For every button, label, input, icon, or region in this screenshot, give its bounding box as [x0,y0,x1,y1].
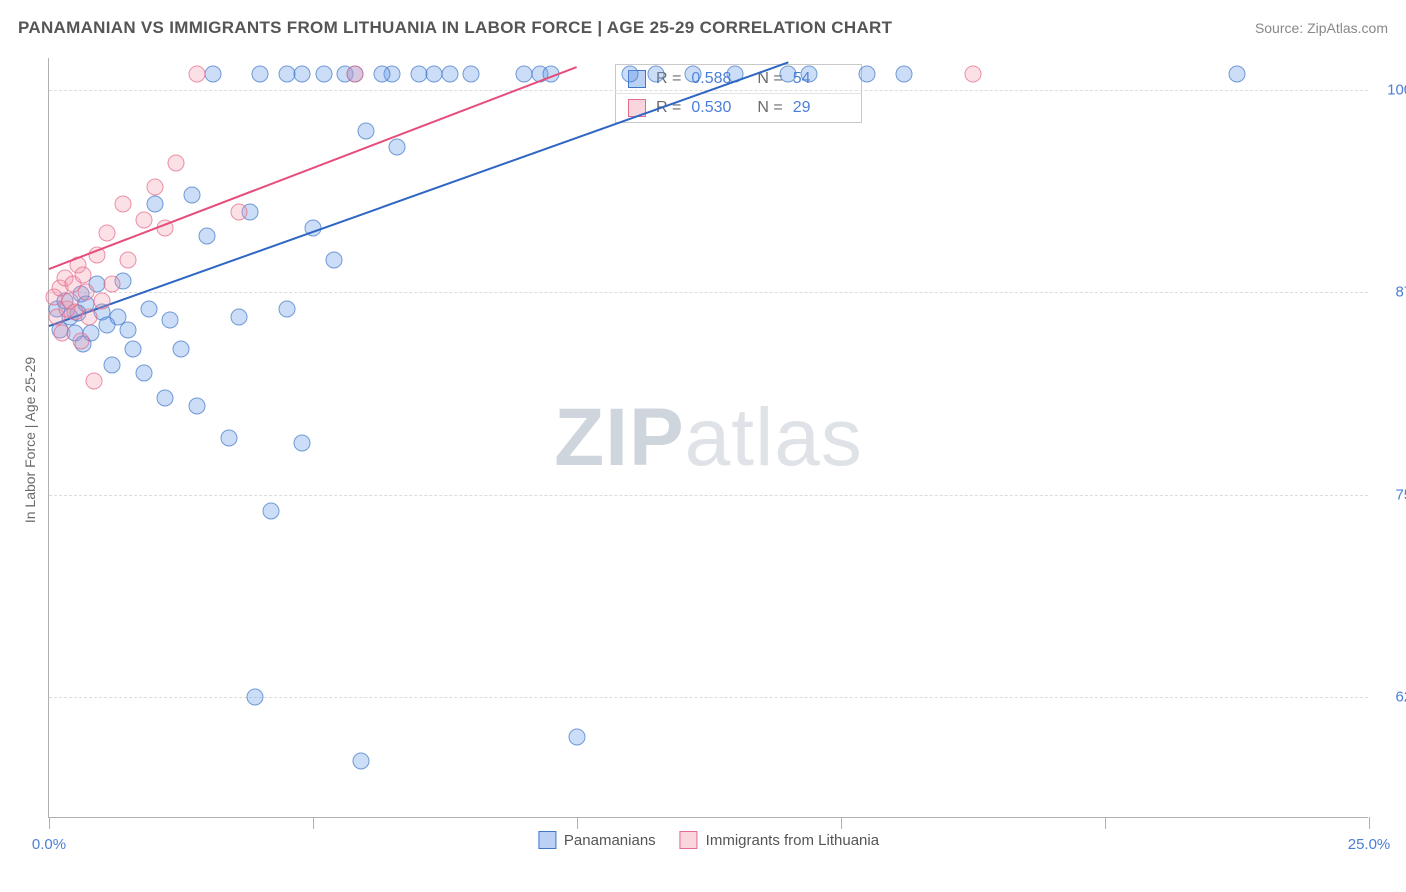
point-lithuania [85,373,102,390]
point-panamanian [231,308,248,325]
point-panamanian [294,434,311,451]
x-tick [577,817,578,829]
point-panamanian [389,138,406,155]
x-tick [49,817,50,829]
point-lithuania [136,211,153,228]
y-tick-label: 87.5% [1378,284,1406,301]
point-panamanian [426,66,443,83]
point-panamanian [463,66,480,83]
point-panamanian [157,389,174,406]
point-panamanian [141,300,158,317]
point-panamanian [315,66,332,83]
x-tick [313,817,314,829]
point-panamanian [199,227,216,244]
point-panamanian [162,311,179,328]
point-lithuania [188,66,205,83]
point-panamanian [859,66,876,83]
swatch-pink [680,831,698,849]
legend-label: Panamanians [564,832,656,849]
point-panamanian [120,321,137,338]
r-value: 0.530 [691,99,747,117]
n-value: 29 [793,99,849,117]
point-panamanian [896,66,913,83]
point-lithuania [120,252,137,269]
x-tick [841,817,842,829]
point-panamanian [621,66,638,83]
point-lithuania [167,155,184,172]
point-panamanian [104,357,121,374]
point-panamanian [373,66,390,83]
chart-title: PANAMANIAN VS IMMIGRANTS FROM LITHUANIA … [18,18,892,38]
point-panamanian [780,66,797,83]
point-panamanian [252,66,269,83]
point-lithuania [114,195,131,212]
source-attribution: Source: ZipAtlas.com [1255,20,1388,36]
point-lithuania [75,266,92,283]
point-panamanian [569,729,586,746]
point-panamanian [516,66,533,83]
y-axis-title: In Labor Force | Age 25-29 [22,357,38,523]
point-panamanian [357,122,374,139]
point-panamanian [220,430,237,447]
point-panamanian [188,397,205,414]
point-lithuania [231,203,248,220]
legend: Panamanians Immigrants from Lithuania [538,831,879,849]
point-panamanian [648,66,665,83]
point-lithuania [54,324,71,341]
swatch-blue [538,831,556,849]
point-panamanian [173,341,190,358]
point-panamanian [410,66,427,83]
point-panamanian [326,252,343,269]
point-lithuania [99,224,116,241]
point-panamanian [246,688,263,705]
legend-item-panamanians: Panamanians [538,831,656,849]
legend-item-lithuania: Immigrants from Lithuania [680,831,879,849]
gridline-h [49,292,1368,293]
point-lithuania [93,292,110,309]
point-panamanian [183,187,200,204]
y-tick-label: 62.5% [1378,688,1406,705]
point-panamanian [352,753,369,770]
point-panamanian [204,66,221,83]
point-panamanian [136,365,153,382]
point-panamanian [685,66,702,83]
x-tick [1105,817,1106,829]
point-lithuania [72,332,89,349]
scatter-plot-area: ZIPatlas R = 0.588 N = 54 R = 0.530 N = … [48,58,1368,818]
x-tick-label: 25.0% [1348,836,1391,853]
point-lithuania [80,308,97,325]
y-tick-label: 100.0% [1378,82,1406,99]
watermark: ZIPatlas [554,391,863,485]
legend-label: Immigrants from Lithuania [706,832,879,849]
point-panamanian [125,341,142,358]
x-tick-label: 0.0% [32,836,66,853]
point-panamanian [278,66,295,83]
point-lithuania [347,66,364,83]
point-lithuania [77,284,94,301]
gridline-h [49,495,1368,496]
n-label: N = [757,99,782,117]
point-panamanian [146,195,163,212]
point-panamanian [262,502,279,519]
point-lithuania [104,276,121,293]
y-tick-label: 75.0% [1378,486,1406,503]
point-panamanian [442,66,459,83]
x-tick [1369,817,1370,829]
point-panamanian [278,300,295,317]
point-panamanian [1229,66,1246,83]
point-lithuania [146,179,163,196]
point-lithuania [965,66,982,83]
point-panamanian [801,66,818,83]
trendline-lithuania [49,66,578,270]
stats-row-lithuania: R = 0.530 N = 29 [616,94,861,122]
point-panamanian [294,66,311,83]
